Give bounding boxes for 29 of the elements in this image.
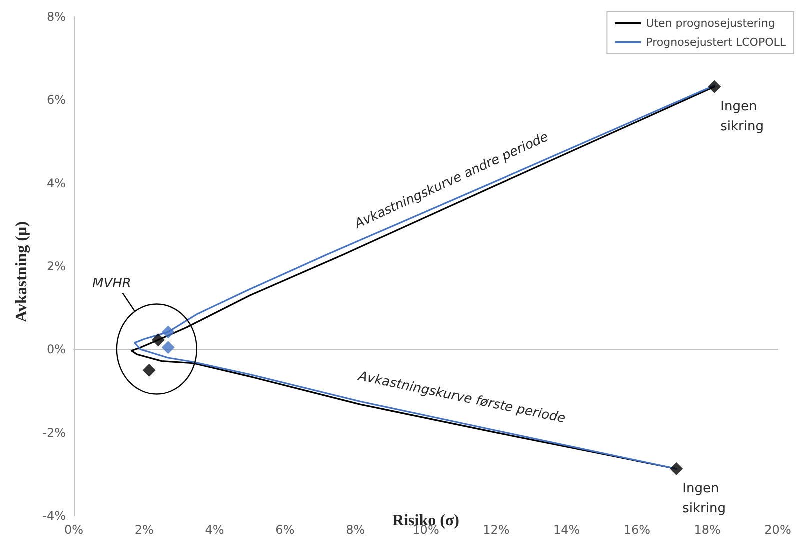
x-tick-label: 20% [764, 523, 792, 536]
x-tick-label: 2% [134, 523, 154, 536]
x-tick-label: 0% [64, 523, 84, 536]
x-tick-label: 14% [553, 523, 580, 536]
point [708, 80, 722, 94]
point [162, 341, 175, 354]
x-tick-label: 8% [346, 523, 366, 536]
y-tick-label: 4% [46, 176, 66, 190]
y-tick-label: 2% [46, 260, 66, 274]
y-tick-label: 0% [46, 342, 66, 357]
point [142, 364, 156, 377]
x-tick-label: 4% [205, 523, 224, 536]
x-tick-label: 18% [694, 523, 721, 536]
point [670, 462, 684, 476]
annotation: Ingen sikring [682, 482, 726, 517]
legend-label: Prognosejustert LCOPOLL [646, 36, 787, 49]
legend-label: Uten prognosejustering [646, 17, 776, 30]
x-tick-label: 12% [483, 523, 510, 536]
x-tick-label: 16% [624, 523, 651, 536]
point [162, 326, 175, 339]
x-tick-label: 6% [276, 523, 295, 536]
y-tick-label: 6% [46, 93, 66, 108]
y-axis-title: Avkastning (μ) [14, 222, 30, 322]
y-tick-label: 8% [46, 10, 66, 24]
y-tick-label: -2% [42, 426, 66, 440]
point [152, 334, 165, 347]
annotation: MVHR [92, 276, 132, 292]
y-tick-label: -4% [42, 509, 66, 523]
annotation: Ingen sikring [720, 99, 764, 134]
